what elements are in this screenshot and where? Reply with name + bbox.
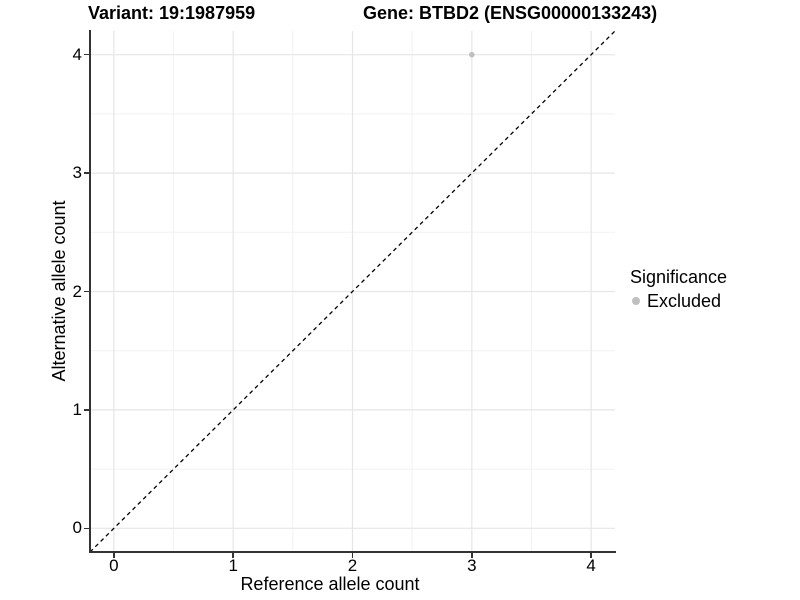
legend: Significance Excluded bbox=[630, 266, 727, 312]
y-tick-label: 0 bbox=[72, 518, 82, 538]
data-point bbox=[469, 51, 475, 58]
y-tick-label: 4 bbox=[72, 44, 82, 64]
y-tick-label: 1 bbox=[72, 399, 82, 419]
variant-title: Variant: 19:1987959 bbox=[88, 3, 256, 23]
y-tick-mark bbox=[84, 409, 89, 411]
x-tick-mark bbox=[232, 553, 234, 558]
x-tick-label: 0 bbox=[109, 556, 119, 575]
y-tick-mark bbox=[84, 172, 89, 174]
legend-entry-label: Excluded bbox=[647, 290, 722, 311]
gene-title: Gene: BTBD2 (ENSG00000133243) bbox=[363, 3, 658, 23]
x-tick-mark bbox=[113, 553, 115, 558]
x-tick-mark bbox=[471, 553, 473, 558]
legend-title: Significance bbox=[630, 267, 728, 287]
legend-key-dot bbox=[632, 297, 640, 305]
y-tick-label: 3 bbox=[72, 163, 82, 183]
x-axis-line bbox=[89, 551, 616, 553]
y-tick-mark bbox=[84, 527, 89, 530]
plot-panel bbox=[90, 31, 615, 552]
x-axis-title: Reference allele count bbox=[240, 574, 420, 594]
legend-entry-excluded: Excluded bbox=[630, 290, 727, 312]
identity-dashed-line bbox=[90, 31, 615, 552]
x-tick-label: 3 bbox=[467, 556, 477, 575]
y-tick-mark bbox=[84, 290, 89, 293]
x-tick-label: 4 bbox=[586, 556, 596, 575]
y-axis-line bbox=[89, 30, 91, 553]
y-tick-label: 2 bbox=[72, 281, 82, 301]
y-axis-title: Alternative allele count bbox=[49, 200, 69, 382]
x-tick-label: 2 bbox=[347, 556, 358, 575]
y-tick-mark bbox=[84, 53, 89, 56]
x-tick-label: 1 bbox=[228, 556, 238, 575]
x-tick-mark bbox=[351, 553, 354, 558]
x-tick-mark bbox=[590, 553, 592, 558]
